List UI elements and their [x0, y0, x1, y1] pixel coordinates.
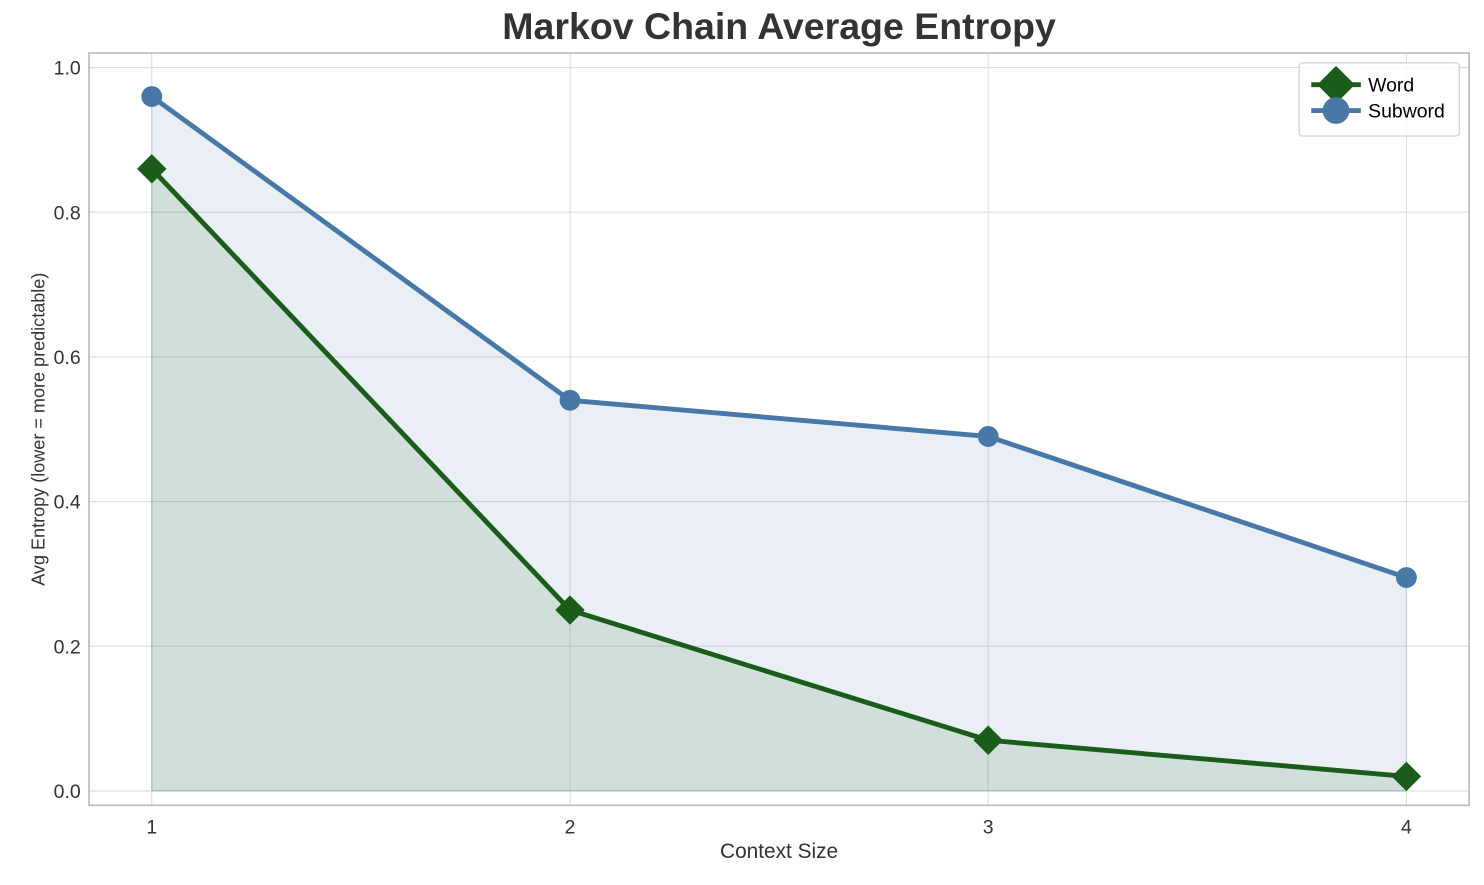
- svg-text:Context Size: Context Size: [720, 840, 838, 863]
- svg-text:3: 3: [983, 816, 994, 838]
- svg-text:Word: Word: [1368, 74, 1414, 96]
- svg-text:Markov Chain Average Entropy: Markov Chain Average Entropy: [502, 5, 1056, 47]
- svg-text:Avg Entropy (lower = more pred: Avg Entropy (lower = more predictable): [28, 273, 48, 586]
- svg-text:1.0: 1.0: [54, 58, 81, 80]
- svg-text:4: 4: [1401, 816, 1412, 838]
- svg-text:0.2: 0.2: [54, 636, 81, 658]
- svg-text:0.6: 0.6: [54, 347, 81, 369]
- svg-text:0.4: 0.4: [54, 492, 81, 514]
- svg-text:2: 2: [565, 816, 576, 838]
- svg-text:Subword: Subword: [1368, 100, 1445, 122]
- svg-text:1: 1: [146, 816, 157, 838]
- svg-text:0.8: 0.8: [54, 202, 81, 224]
- svg-text:0.0: 0.0: [54, 781, 81, 803]
